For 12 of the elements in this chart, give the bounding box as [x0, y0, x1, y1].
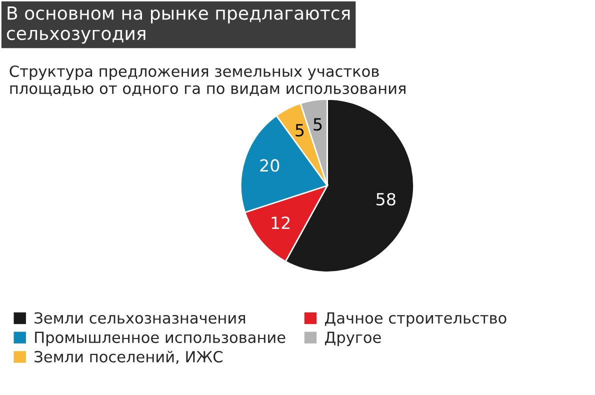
data-label: 58: [376, 192, 396, 206]
legend-label: Земли сельхозназначения: [34, 312, 246, 324]
legend-label: Другое: [325, 332, 381, 346]
data-label: 5: [296, 124, 304, 137]
legend-label: Земли поселений, ИЖС: [34, 350, 222, 364]
data-label: 12: [272, 216, 290, 229]
data-label: 20: [260, 159, 280, 172]
legend-label: Дачное строительство: [325, 312, 506, 327]
chart-subtitle: Структура предложения земельных участков площадью от одного га по видам использования: [10, 65, 406, 96]
data-label: 5: [314, 118, 322, 131]
legend-label: Промышленное использование: [35, 332, 286, 346]
chart-title: В основном на рынке предлагаются сельхозугодия: [6, 6, 350, 44]
